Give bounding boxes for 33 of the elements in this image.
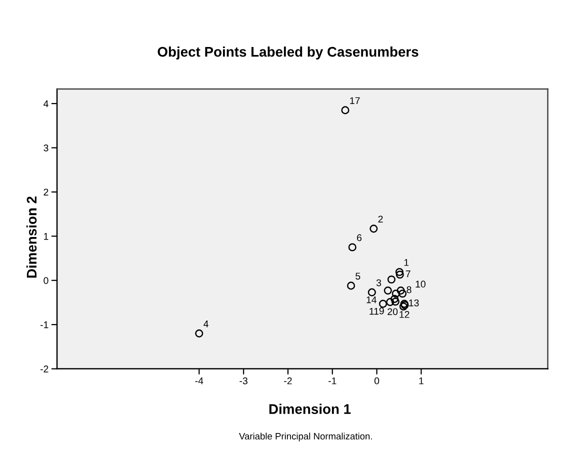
annotation: 10 — [416, 280, 426, 288]
x-tick-label: -2 — [284, 377, 292, 384]
annotation: 1 — [404, 259, 409, 266]
y-tick-label: -1 — [40, 321, 48, 328]
y-tick-label: 3 — [44, 144, 48, 152]
annotation: 17 — [350, 97, 360, 104]
annotation: 6 — [357, 234, 362, 242]
y-axis-title: Dimension 2 — [26, 196, 37, 278]
annotation: 13 — [409, 299, 419, 306]
y-tick-label: 1 — [44, 233, 48, 240]
x-axis-title: Dimension 1 — [269, 404, 351, 414]
annotation: 8 — [406, 286, 412, 294]
x-tick-label: -3 — [240, 377, 248, 384]
x-tick-label: 0 — [374, 377, 380, 384]
y-tick-label: 4 — [44, 100, 48, 108]
y-tick-label: -2 — [40, 366, 48, 372]
annotation: 7 — [406, 270, 410, 278]
annotation: 4 — [204, 320, 208, 328]
annotation: 9 — [379, 307, 384, 314]
x-tick-label: 1 — [419, 377, 424, 384]
annotation: 2 — [378, 216, 383, 222]
x-tick-label: -1 — [328, 377, 336, 384]
annotation: 12 — [400, 311, 410, 318]
chart-title: Object Points Labeled by Casenumbers — [158, 46, 418, 60]
annotation: 5 — [356, 272, 360, 280]
y-tick-label: 0 — [44, 277, 48, 284]
y-tick-label: 2 — [44, 188, 48, 196]
x-tick-label: -4 — [195, 377, 204, 384]
annotation: 14 — [366, 296, 376, 304]
text: Variable Principal Normalization. — [239, 432, 372, 442]
annotation: 11 — [370, 308, 379, 315]
annotation: 20 — [388, 308, 398, 316]
annotation: 3 — [376, 279, 382, 286]
